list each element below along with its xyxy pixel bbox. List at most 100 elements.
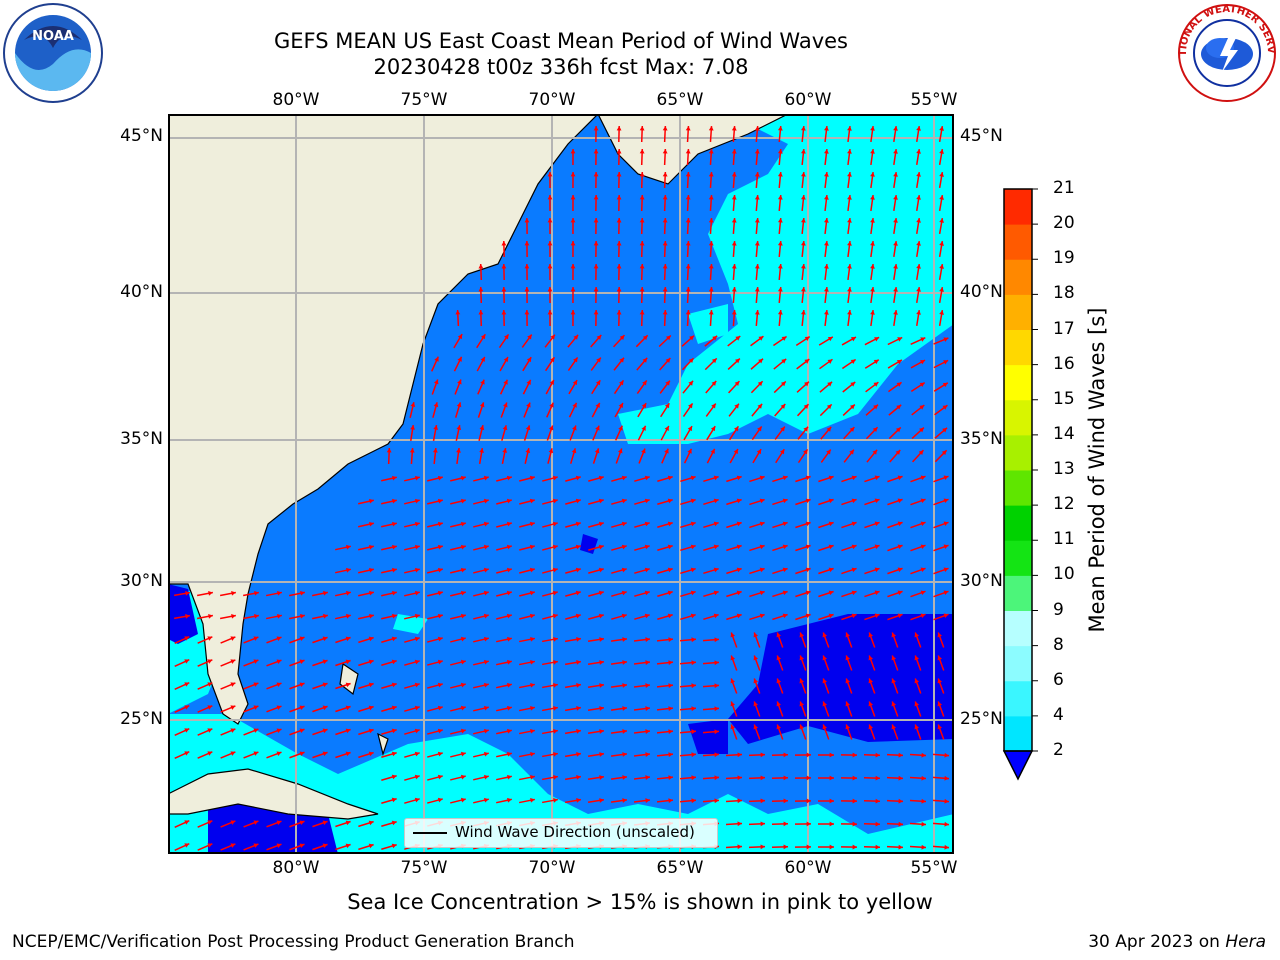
wave-direction-arrowhead: [737, 775, 742, 781]
wave-direction-arrowhead: [776, 632, 782, 638]
wave-direction-arrowhead: [414, 498, 420, 504]
wave-direction-arrowhead: [185, 591, 190, 596]
wave-direction-arrowhead: [414, 613, 420, 619]
wave-direction-arrowhead: [939, 195, 944, 200]
wave-direction-arrowhead: [916, 241, 921, 246]
wave-direction-arrowhead: [253, 682, 259, 687]
wave-direction-arrowhead: [593, 126, 599, 131]
wave-direction-arrowhead: [754, 149, 760, 154]
wave-direction-arrowhead: [483, 636, 489, 642]
wave-direction-arrowhead: [480, 379, 485, 385]
wave-direction-arrowhead: [753, 724, 759, 730]
wave-direction-arrowhead: [507, 636, 512, 642]
wave-direction-arrowhead: [664, 425, 669, 431]
wave-direction-arrowhead: [731, 172, 737, 177]
wave-direction-arrowhead: [754, 172, 760, 177]
wave-direction-arrowhead: [369, 521, 374, 527]
wave-direction-arrowhead: [460, 682, 466, 688]
wave-direction-arrowhead: [801, 241, 806, 246]
wave-direction-arrowhead: [596, 334, 602, 340]
wave-direction-arrowhead: [665, 380, 670, 386]
wave-direction-arrowhead: [593, 310, 599, 315]
wave-direction-arrowhead: [346, 544, 351, 550]
wave-direction-arrowhead: [708, 126, 714, 131]
wave-direction-arrowhead: [547, 287, 553, 292]
wave-direction-arrowhead: [914, 678, 920, 684]
wave-direction-arrowhead: [780, 426, 785, 432]
wave-direction-arrowhead: [596, 357, 601, 363]
wave-direction-arrowhead: [575, 613, 581, 619]
wave-direction-arrowhead: [460, 590, 466, 596]
wave-direction-arrowhead: [322, 636, 328, 642]
colorbar-segment: [1004, 434, 1032, 471]
wave-direction-arrowhead: [616, 126, 622, 131]
wave-direction-arrowhead: [685, 172, 691, 177]
wave-direction-arrowhead: [891, 724, 897, 730]
wave-direction-arrowhead: [594, 448, 600, 454]
wave-direction-arrowhead: [685, 287, 691, 292]
wave-direction-arrowhead: [735, 336, 741, 341]
colorbar-tick-label: 15: [1053, 388, 1075, 409]
wave-direction-arrowhead: [414, 590, 420, 596]
wave-direction-arrowhead: [184, 751, 190, 756]
wave-direction-arrowhead: [690, 590, 696, 596]
wave-direction-arrowhead: [253, 843, 259, 848]
wave-direction-arrowhead: [253, 636, 259, 641]
wave-direction-arrowhead: [530, 682, 535, 688]
wave-direction-arrowhead: [942, 382, 948, 388]
wave-direction-arrowhead: [434, 356, 439, 362]
colorbar-tick-label: 20: [1053, 213, 1075, 234]
wave-direction-arrowhead: [437, 636, 443, 642]
wave-direction-arrowhead: [685, 149, 691, 154]
wave-direction-arrowhead: [457, 379, 462, 385]
wave-direction-arrowhead: [919, 427, 924, 433]
wave-direction-arrowhead: [345, 751, 351, 757]
wave-direction-arrowhead: [207, 705, 213, 710]
wave-direction-arrowhead: [323, 613, 328, 619]
wave-direction-arrowhead: [898, 752, 903, 758]
wave-direction-arrowhead: [529, 613, 535, 619]
wave-direction-arrowhead: [691, 637, 696, 643]
wave-direction-arrowhead: [207, 751, 213, 756]
wave-direction-arrowhead: [875, 752, 880, 758]
wave-direction-arrowhead: [730, 632, 736, 638]
wave-direction-arrowhead: [506, 590, 512, 596]
wave-direction-arrowhead: [457, 334, 463, 340]
wave-direction-arrowhead: [483, 613, 489, 619]
wave-direction-arrowhead: [621, 613, 627, 619]
wave-direction-arrowhead: [868, 678, 874, 684]
wave-direction-arrowhead: [920, 544, 926, 550]
wave-direction-arrowhead: [714, 683, 719, 689]
wave-direction-arrowhead: [760, 752, 765, 758]
wave-direction-arrowhead: [736, 544, 742, 550]
wave-direction-arrowhead: [549, 402, 554, 408]
wave-direction-arrowhead: [276, 636, 282, 641]
wave-direction-arrowhead: [572, 402, 577, 408]
colorbar: [1002, 188, 1038, 781]
wave-direction-arrowhead: [530, 774, 535, 780]
wave-direction-arrowhead: [414, 682, 420, 688]
wave-direction-arrowhead: [736, 567, 742, 573]
wave-direction-arrowhead: [828, 567, 834, 573]
wave-direction-arrowhead: [552, 498, 558, 504]
wave-direction-arrowhead: [184, 728, 190, 733]
wave-direction-arrowhead: [847, 310, 852, 315]
wave-direction-arrowhead: [801, 310, 806, 315]
wave-direction-arrowhead: [708, 172, 714, 177]
colorbar-segment: [1004, 540, 1032, 576]
wave-direction-arrowhead: [593, 264, 599, 269]
wave-direction-arrowhead: [639, 264, 645, 269]
wave-direction-arrowhead: [391, 820, 397, 826]
wave-direction-arrowhead: [685, 310, 691, 315]
wave-direction-arrowhead: [645, 683, 650, 688]
wave-direction-arrowhead: [369, 567, 374, 573]
wave-direction-arrowhead: [345, 820, 351, 826]
wave-direction-arrowhead: [593, 287, 599, 292]
wave-direction-arrowhead: [524, 264, 530, 269]
wave-direction-arrowhead: [504, 334, 509, 340]
chart-title: GEFS MEAN US East Coast Mean Period of W…: [274, 29, 848, 53]
wave-direction-arrowhead: [572, 425, 577, 431]
wave-direction-arrowhead: [893, 149, 898, 154]
wave-direction-arrowhead: [753, 655, 759, 661]
wave-direction-arrowhead: [730, 678, 736, 684]
